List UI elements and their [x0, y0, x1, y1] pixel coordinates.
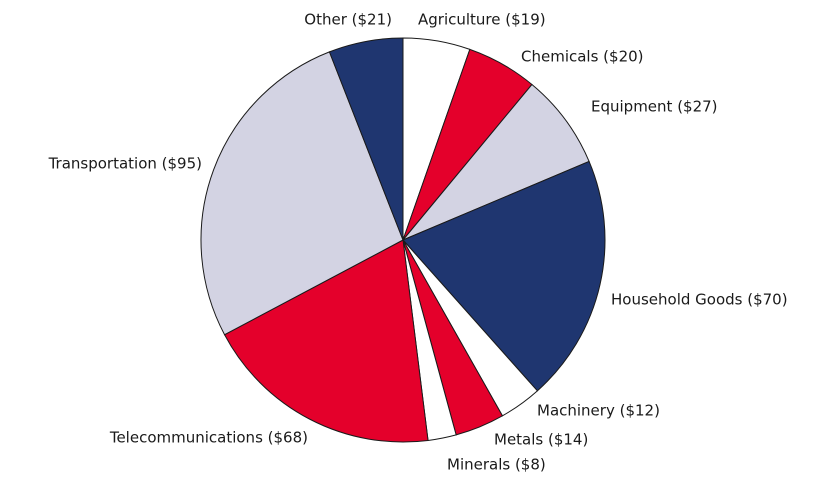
slice-label: Telecommunications ($68)	[109, 429, 308, 447]
slice-label: Other ($21)	[304, 11, 392, 29]
pie-slice	[402, 160, 606, 392]
slice-label: Machinery ($12)	[537, 402, 660, 420]
slice-label: Metals ($14)	[494, 431, 588, 449]
slice-label: Household Goods ($70)	[611, 291, 788, 309]
pie-slice	[200, 51, 404, 336]
pie-slice	[223, 239, 429, 443]
slice-label: Chemicals ($20)	[521, 48, 644, 66]
pie-slice	[328, 37, 404, 241]
slice-label: Minerals ($8)	[447, 456, 546, 474]
pie-slice	[402, 83, 590, 241]
slice-label: Transportation ($95)	[48, 155, 202, 173]
slice-label: Equipment ($27)	[591, 98, 718, 116]
slice-label: Agriculture ($19)	[418, 11, 546, 29]
